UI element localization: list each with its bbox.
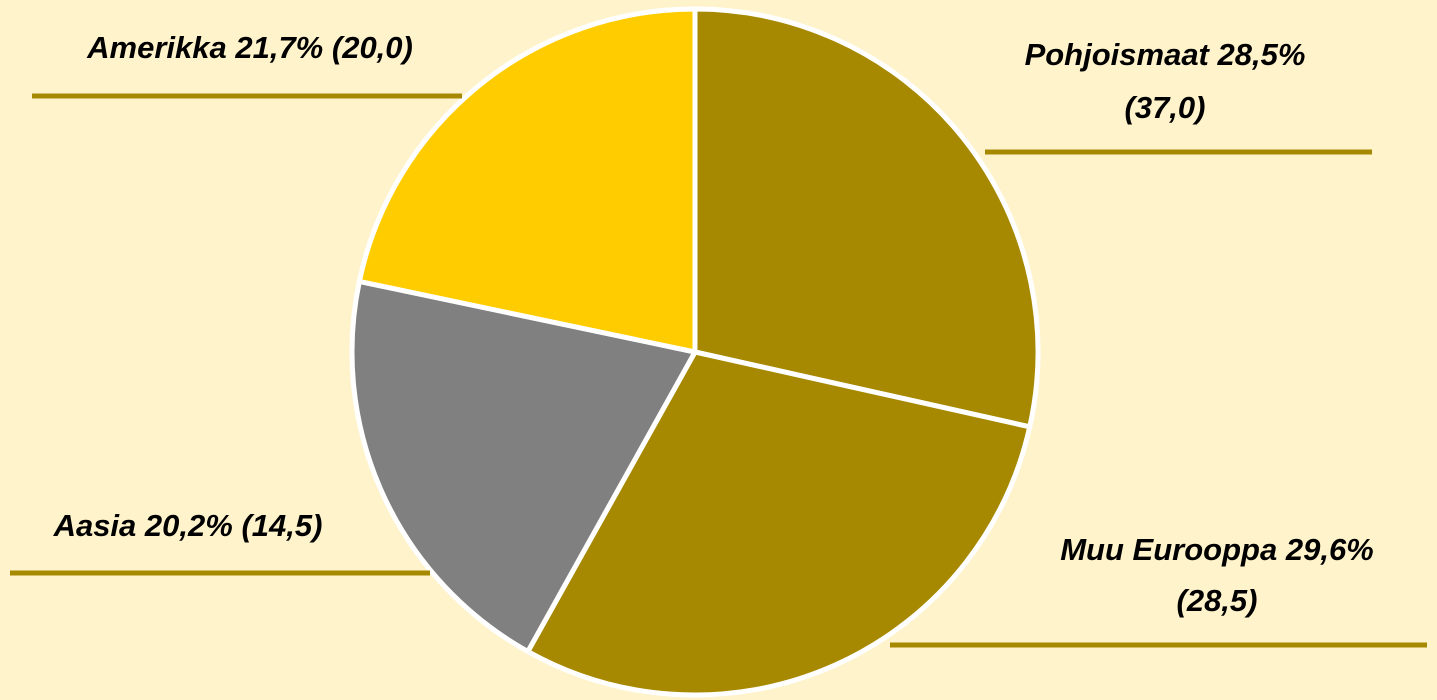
pie-slice (692, 6, 1041, 430)
category-name: Muu Eurooppa (1060, 532, 1277, 567)
pie-slice (349, 278, 698, 655)
category-name: Amerikka (86, 30, 227, 65)
slice-label: Pohjoismaat 28,5% (1025, 37, 1306, 72)
category-name: Aasia (53, 508, 137, 543)
slice-label: Aasia 20,2% (14,5) (53, 508, 323, 543)
prior-value-label: (28,5) (1177, 583, 1258, 618)
pie-slice (356, 6, 698, 355)
pie-slice (525, 349, 1033, 698)
slice-label: Muu Eurooppa 29,6% (1060, 532, 1374, 567)
prior-value-label: (20,0) (332, 30, 413, 65)
prior-value-label: (14,5) (241, 508, 322, 543)
value-label: 21,7% (234, 30, 323, 65)
prior-value-label: (37,0) (1125, 90, 1206, 125)
slice-label: Amerikka 21,7% (20,0) (86, 30, 413, 65)
value-label: 28,5% (1217, 37, 1306, 72)
category-name: Pohjoismaat (1025, 37, 1211, 72)
value-label: 20,2% (144, 508, 233, 543)
value-label: 29,6% (1285, 532, 1374, 567)
